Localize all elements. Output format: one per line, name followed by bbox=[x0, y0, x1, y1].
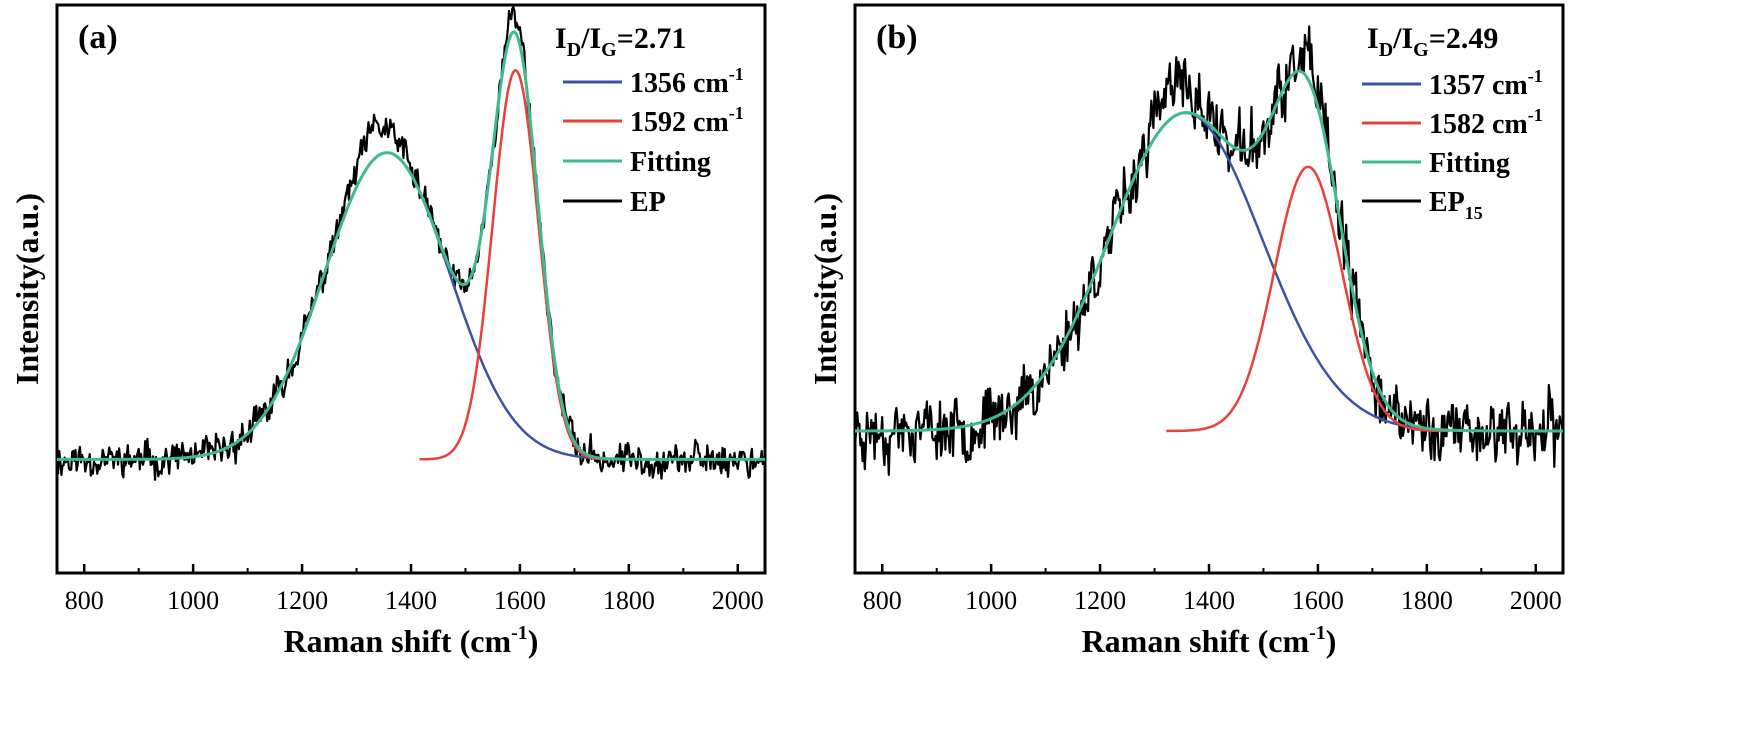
legend: 1356 cm-1 1592 cm-1 Fitting EP bbox=[563, 64, 744, 218]
ratio-label: ID/IG=2.49 bbox=[1367, 22, 1498, 61]
legend-label: 1582 cm-1 bbox=[1429, 105, 1543, 140]
legend-label: 1356 cm-1 bbox=[630, 64, 744, 99]
plot-curves bbox=[853, 25, 1565, 476]
x-tick-label: 1200 bbox=[276, 586, 328, 615]
legend-entry: 1357 cm-1 bbox=[1362, 66, 1543, 101]
legend-entry: Fitting bbox=[563, 147, 711, 178]
series-peak-line bbox=[419, 68, 612, 461]
legend-label: Fitting bbox=[630, 147, 711, 178]
x-tick-label: 800 bbox=[65, 586, 104, 615]
x-tick-label: 1600 bbox=[494, 586, 546, 615]
x-tick-label: 1000 bbox=[167, 586, 219, 615]
legend-label: EP15 bbox=[1429, 187, 1483, 223]
panel-label: (a) bbox=[78, 19, 118, 56]
legend-entry: EP bbox=[563, 187, 666, 218]
x-tick-label: 1800 bbox=[603, 586, 655, 615]
panel-label: (b) bbox=[876, 19, 918, 56]
legend-label: Fitting bbox=[1429, 148, 1510, 179]
x-tick-label: 1200 bbox=[1074, 586, 1126, 615]
plot-curves bbox=[55, 5, 767, 481]
series-peak-line bbox=[124, 151, 651, 461]
legend-label: 1592 cm-1 bbox=[630, 103, 744, 138]
series-fit-line bbox=[855, 69, 1563, 433]
legend-label: 1357 cm-1 bbox=[1429, 66, 1543, 101]
x-tick-label: 1400 bbox=[1183, 586, 1235, 615]
panel-a: (a) ID/IG=2.71 1356 cm-1 1592 cm-1 Fitti… bbox=[9, 3, 767, 659]
x-axis-label: Raman shift (cm-1) bbox=[284, 622, 539, 659]
x-axis-ticks: 800 1000 1200 1400 1600 1800 2000 bbox=[863, 564, 1562, 615]
y-axis-label: Intensity(a.u.) bbox=[807, 193, 843, 385]
series-peak-line bbox=[1166, 165, 1450, 433]
legend-entry: Fitting bbox=[1362, 148, 1510, 179]
x-tick-label: 1800 bbox=[1401, 586, 1453, 615]
legend-entry: 1582 cm-1 bbox=[1362, 105, 1543, 140]
x-axis-ticks: 800 1000 1200 1400 1600 1800 2000 bbox=[65, 564, 764, 615]
x-axis-label: Raman shift (cm-1) bbox=[1082, 622, 1337, 659]
ratio-label: ID/IG=2.71 bbox=[555, 22, 686, 61]
legend-entry: EP15 bbox=[1362, 187, 1483, 223]
legend-label: EP bbox=[630, 187, 666, 218]
x-tick-label: 1000 bbox=[965, 586, 1017, 615]
legend-entry: 1592 cm-1 bbox=[563, 103, 744, 138]
x-tick-label: 2000 bbox=[1510, 586, 1562, 615]
legend: 1357 cm-1 1582 cm-1 Fitting EP15 bbox=[1362, 66, 1543, 223]
y-axis-label: Intensity(a.u.) bbox=[9, 193, 45, 385]
x-tick-label: 1400 bbox=[385, 586, 437, 615]
x-tick-label: 800 bbox=[863, 586, 902, 615]
x-tick-label: 1600 bbox=[1292, 586, 1344, 615]
series-fit-line bbox=[57, 30, 765, 461]
x-tick-label: 2000 bbox=[712, 586, 764, 615]
panel-b: (b) ID/IG=2.49 1357 cm-1 1582 cm-1 Fitti… bbox=[807, 3, 1565, 659]
legend-entry: 1356 cm-1 bbox=[563, 64, 744, 99]
